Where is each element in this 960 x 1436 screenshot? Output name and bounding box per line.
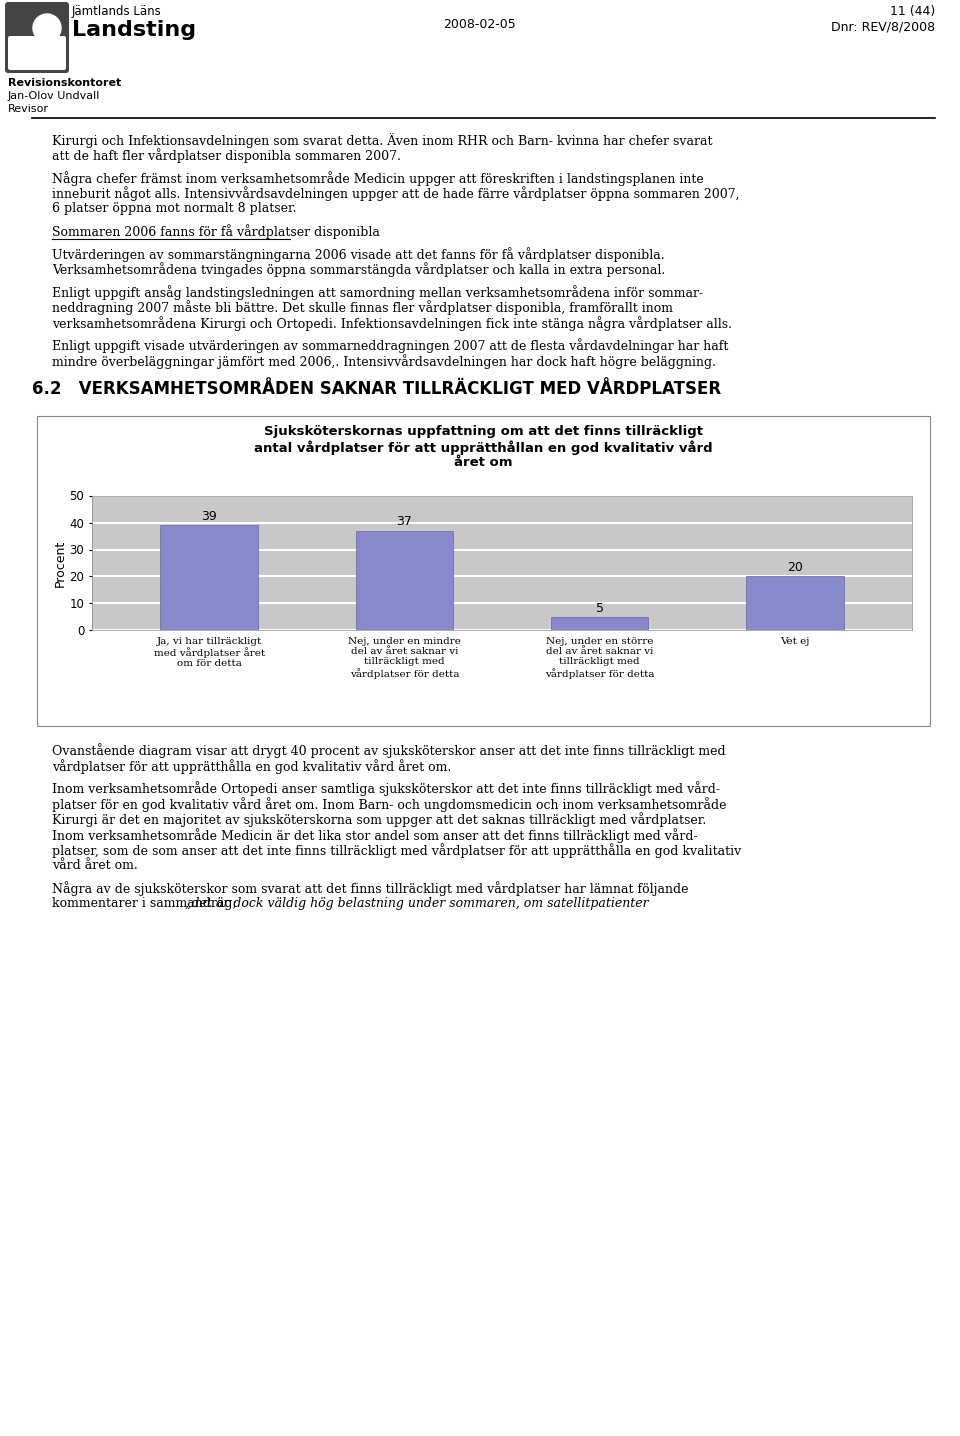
Y-axis label: Procent: Procent <box>54 540 66 587</box>
Text: kommentarer i sammandrag;: kommentarer i sammandrag; <box>52 898 241 910</box>
Text: Nej, under en mindre
del av året saknar vi
tillräckligt med
vårdplatser för dett: Nej, under en mindre del av året saknar … <box>348 636 461 679</box>
Text: Enligt uppgift ansåg landstingsledningen att samordning mellan verksamhetsområde: Enligt uppgift ansåg landstingsledningen… <box>52 284 703 300</box>
Text: Landsting: Landsting <box>72 20 196 40</box>
Bar <box>355 530 453 630</box>
Circle shape <box>33 14 61 42</box>
Text: Några av de sjuksköterskor som svarat att det finns tillräckligt med vårdplatser: Några av de sjuksköterskor som svarat at… <box>52 882 688 896</box>
Text: Utvärderingen av sommarstängningarna 2006 visade att det fanns för få vårdplatse: Utvärderingen av sommarstängningarna 200… <box>52 247 664 261</box>
Bar <box>37 415 930 725</box>
Text: platser, som de som anser att det inte finns tillräckligt med vårdplatser för at: platser, som de som anser att det inte f… <box>52 843 741 859</box>
Text: mindre överbeläggningar jämfört med 2006,. Intensivvårdsavdelningen har dock haf: mindre överbeläggningar jämfört med 2006… <box>52 355 716 369</box>
Text: Sjuksköterskornas uppfattning om att det finns tillräckligt: Sjuksköterskornas uppfattning om att det… <box>264 425 703 438</box>
Text: Inom verksamhetsområde Medicin är det lika stor andel som anser att det finns ti: Inom verksamhetsområde Medicin är det li… <box>52 829 698 843</box>
Text: inneburit något alls. Intensivvårdsavdelningen uppger att de hade färre vårdplat: inneburit något alls. Intensivvårdsavdel… <box>52 187 739 201</box>
Text: „det är dock väldig hög belastning under sommaren, om satellitpatienter: „det är dock väldig hög belastning under… <box>184 898 648 910</box>
Text: 39: 39 <box>202 510 217 523</box>
Text: Några chefer främst inom verksamhetsområde Medicin uppger att föreskriften i lan: Några chefer främst inom verksamhetsområ… <box>52 171 704 185</box>
Text: Revisionskontoret: Revisionskontoret <box>8 78 121 88</box>
Text: Dnr: REV/8/2008: Dnr: REV/8/2008 <box>830 20 935 33</box>
Text: Verksamhetsområdena tvingades öppna sommarstängda vårdplatser och kalla in extra: Verksamhetsområdena tvingades öppna somm… <box>52 263 665 277</box>
FancyBboxPatch shape <box>5 1 69 73</box>
Text: att de haft fler vårdplatser disponibla sommaren 2007.: att de haft fler vårdplatser disponibla … <box>52 148 401 164</box>
Text: 11 (44): 11 (44) <box>890 4 935 19</box>
Text: platser för en god kvalitativ vård året om. Inom Barn- och ungdomsmedicin och in: platser för en god kvalitativ vård året … <box>52 797 727 811</box>
Text: Enligt uppgift visade utvärderingen av sommarneddragningen 2007 att de flesta vå: Enligt uppgift visade utvärderingen av s… <box>52 339 729 353</box>
Text: Ovanstående diagram visar att drygt 40 procent av sjuksköterskor anser att det i: Ovanstående diagram visar att drygt 40 p… <box>52 744 726 758</box>
Text: 5: 5 <box>595 602 604 615</box>
Bar <box>746 576 844 630</box>
Text: Kirurgi och Infektionsavdelningen som svarat detta. Även inom RHR och Barn- kvin: Kirurgi och Infektionsavdelningen som sv… <box>52 134 712 148</box>
Text: Kirurgi är det en majoritet av sjuksköterskorna som uppger att det saknas tillrä: Kirurgi är det en majoritet av sjuksköte… <box>52 813 707 827</box>
Text: vård året om.: vård året om. <box>52 859 137 872</box>
Text: 6.2   VERKSAMHETSOMRÅDEN SAKNAR TILLRÄCKLIGT MED VÅRDPLATSER: 6.2 VERKSAMHETSOMRÅDEN SAKNAR TILLRÄCKLI… <box>32 379 721 398</box>
Text: 20: 20 <box>787 561 803 574</box>
Bar <box>160 526 258 630</box>
Text: verksamhetsområdena Kirurgi och Ortopedi. Infektionsavdelningen fick inte stänga: verksamhetsområdena Kirurgi och Ortopedi… <box>52 316 732 330</box>
Text: Sommaren 2006 fanns för få vårdplatser disponibla: Sommaren 2006 fanns för få vårdplatser d… <box>52 224 380 240</box>
Text: Ja, vi har tillräckligt
med vårdplatser året
om för detta: Ja, vi har tillräckligt med vårdplatser … <box>154 636 265 668</box>
Text: 37: 37 <box>396 516 412 528</box>
Text: Inom verksamhetsområde Ortopedi anser samtliga sjuksköterskor att det inte finns: Inom verksamhetsområde Ortopedi anser sa… <box>52 781 720 797</box>
Text: Jan-Olov Undvall: Jan-Olov Undvall <box>8 90 101 101</box>
Text: året om: året om <box>454 455 513 468</box>
FancyBboxPatch shape <box>8 36 66 70</box>
Text: vårdplatser för att upprätthålla en god kvalitativ vård året om.: vårdplatser för att upprätthålla en god … <box>52 760 451 774</box>
Text: 6 platser öppna mot normalt 8 platser.: 6 platser öppna mot normalt 8 platser. <box>52 202 297 215</box>
Text: Nej, under en större
del av året saknar vi
tillräckligt med
vårdplatser för dett: Nej, under en större del av året saknar … <box>545 636 655 679</box>
Text: 2008-02-05: 2008-02-05 <box>444 19 516 32</box>
Text: neddragning 2007 måste bli bättre. Det skulle finnas fler vårdplatser disponibla: neddragning 2007 måste bli bättre. Det s… <box>52 300 673 316</box>
Bar <box>551 617 648 630</box>
Text: Revisor: Revisor <box>8 103 49 113</box>
Text: antal vårdplatser för att upprätthållan en god kvalitativ vård: antal vårdplatser för att upprätthållan … <box>254 441 713 455</box>
Text: Vet ej: Vet ej <box>780 636 809 646</box>
Text: Jämtlands Läns: Jämtlands Läns <box>72 4 161 19</box>
